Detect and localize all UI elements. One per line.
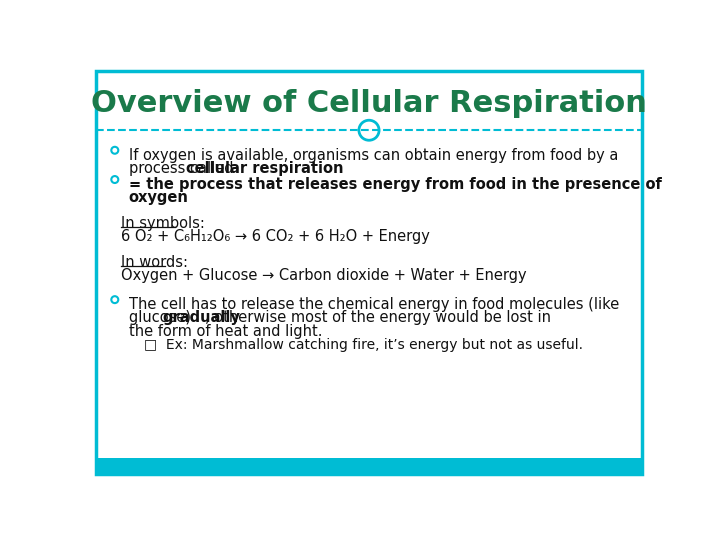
Text: □  Ex: Marshmallow catching fire, it’s energy but not as useful.: □ Ex: Marshmallow catching fire, it’s en… <box>144 338 583 352</box>
Text: In symbols:: In symbols: <box>121 215 205 231</box>
Text: the form of heat and light.: the form of heat and light. <box>129 323 323 339</box>
FancyBboxPatch shape <box>96 457 642 475</box>
Text: 6 O₂ + C₆H₁₂O₆ → 6 CO₂ + 6 H₂O + Energy: 6 O₂ + C₆H₁₂O₆ → 6 CO₂ + 6 H₂O + Energy <box>121 229 430 244</box>
Circle shape <box>112 296 118 303</box>
Text: In words:: In words: <box>121 255 188 270</box>
FancyBboxPatch shape <box>96 71 642 475</box>
Text: The cell has to release the chemical energy in food molecules (like: The cell has to release the chemical ene… <box>129 298 619 312</box>
Text: glucose): glucose) <box>129 310 195 326</box>
Text: cellular respiration: cellular respiration <box>186 161 343 176</box>
Text: = the process that releases energy from food in the presence of: = the process that releases energy from … <box>129 177 662 192</box>
Circle shape <box>112 176 118 183</box>
Text: If oxygen is available, organisms can obtain energy from food by a: If oxygen is available, organisms can ob… <box>129 148 618 163</box>
Circle shape <box>112 147 118 154</box>
Circle shape <box>359 120 379 140</box>
Text: oxygen: oxygen <box>129 190 189 205</box>
Text: Overview of Cellular Respiration: Overview of Cellular Respiration <box>91 89 647 118</box>
Text: , otherwise most of the energy would be lost in: , otherwise most of the energy would be … <box>204 310 551 326</box>
Text: Oxygen + Glucose → Carbon dioxide + Water + Energy: Oxygen + Glucose → Carbon dioxide + Wate… <box>121 268 526 283</box>
Text: gradually: gradually <box>163 310 240 326</box>
Text: process called: process called <box>129 161 238 176</box>
